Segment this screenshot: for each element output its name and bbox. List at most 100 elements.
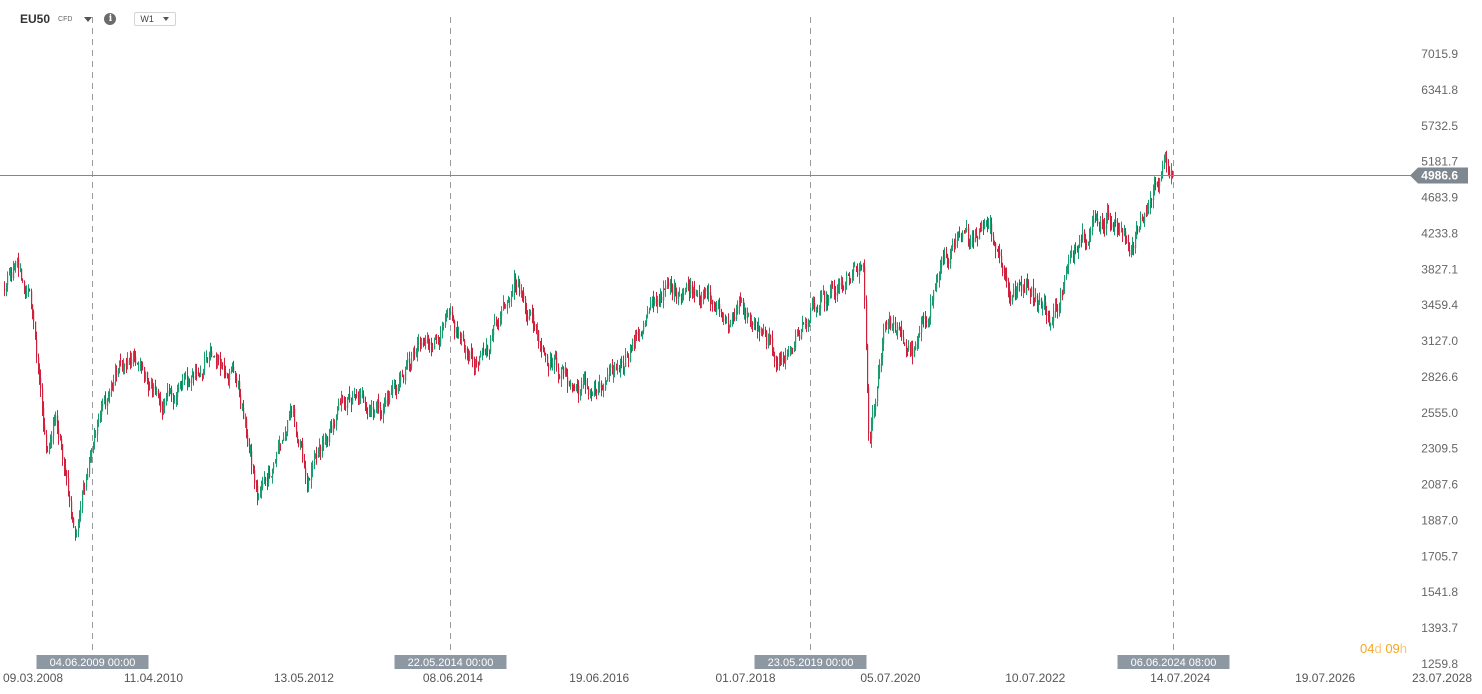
candle — [73, 517, 75, 529]
candle — [519, 278, 521, 297]
candle — [160, 391, 162, 413]
candle — [1148, 199, 1150, 215]
candle — [681, 293, 683, 305]
candle — [472, 347, 474, 368]
candle — [1153, 184, 1155, 209]
candle — [66, 469, 68, 486]
candle — [721, 308, 723, 318]
candle — [457, 321, 459, 339]
candle — [701, 291, 703, 308]
candle — [826, 291, 828, 312]
candle — [864, 259, 866, 309]
candle — [452, 306, 454, 321]
candle — [10, 267, 12, 282]
candle — [94, 427, 96, 450]
candle — [1057, 303, 1059, 319]
candle — [38, 353, 40, 375]
candle — [356, 388, 358, 399]
candle — [275, 459, 277, 464]
candle — [409, 351, 411, 372]
candle — [24, 280, 26, 295]
candles — [4, 150, 1174, 541]
candle — [710, 285, 712, 312]
candle — [147, 371, 149, 385]
symbol-name[interactable]: EU50 — [20, 12, 51, 26]
y-tick-label: 1259.8 — [1421, 657, 1458, 671]
candle — [229, 368, 231, 389]
candle — [257, 479, 259, 506]
candle — [572, 382, 574, 393]
candle — [671, 276, 673, 293]
candle — [26, 285, 28, 299]
candle — [1016, 286, 1018, 300]
candle — [378, 393, 380, 414]
candle — [623, 355, 625, 375]
info-icon[interactable]: i — [104, 13, 117, 25]
candle — [482, 347, 484, 361]
candle — [169, 383, 171, 397]
candle — [20, 263, 22, 273]
date-marker-box — [36, 655, 149, 669]
candle — [583, 373, 585, 389]
candle — [812, 297, 814, 311]
candle — [141, 360, 143, 374]
candle — [602, 384, 604, 391]
candle — [816, 306, 818, 318]
candle — [164, 398, 166, 414]
candle-countdown: 04d 09h — [1360, 641, 1407, 656]
candle — [685, 287, 687, 295]
y-tick-label: 2087.6 — [1421, 478, 1458, 492]
countdown-hours: 09 — [1385, 641, 1400, 656]
candle — [1122, 227, 1124, 243]
candle — [1143, 216, 1145, 224]
chevron-down-icon[interactable] — [84, 16, 93, 22]
candle — [398, 384, 400, 395]
candle — [925, 310, 927, 329]
candle — [656, 292, 658, 307]
candle — [1115, 211, 1117, 227]
candle — [915, 341, 917, 351]
candle — [1097, 210, 1099, 227]
candle — [1027, 273, 1029, 288]
candle — [72, 512, 74, 523]
candle — [745, 307, 747, 324]
candle — [947, 253, 949, 268]
candle — [358, 391, 360, 405]
candle — [318, 447, 320, 458]
candle — [569, 380, 571, 387]
candle — [896, 330, 898, 336]
candle — [227, 372, 229, 379]
y-tick-label: 1887.0 — [1421, 513, 1458, 527]
candle — [580, 389, 582, 401]
candle — [507, 299, 509, 314]
candle — [1157, 181, 1159, 188]
candle — [634, 334, 636, 351]
candle — [791, 346, 793, 355]
candle — [919, 325, 921, 338]
candle — [1056, 298, 1058, 312]
candle — [808, 318, 810, 332]
timeframe-select[interactable]: W1 — [134, 12, 177, 26]
candle — [712, 299, 714, 312]
y-tick-label: 1705.7 — [1421, 549, 1458, 563]
candle — [993, 232, 995, 246]
candle — [87, 468, 89, 481]
candle — [1084, 229, 1086, 243]
candle — [516, 279, 518, 295]
candle — [512, 284, 514, 297]
candle — [729, 324, 731, 333]
candle — [554, 354, 556, 375]
candle — [384, 397, 386, 414]
candle — [329, 428, 331, 447]
candle — [813, 296, 815, 310]
candle — [525, 295, 527, 315]
candle — [151, 377, 153, 389]
y-tick-label: 5181.7 — [1421, 155, 1458, 169]
candle — [468, 348, 470, 365]
candle — [1159, 177, 1161, 194]
candle — [163, 398, 165, 416]
y-tick-label: 3127.0 — [1421, 334, 1458, 348]
candle — [892, 323, 894, 331]
candle — [476, 356, 478, 368]
